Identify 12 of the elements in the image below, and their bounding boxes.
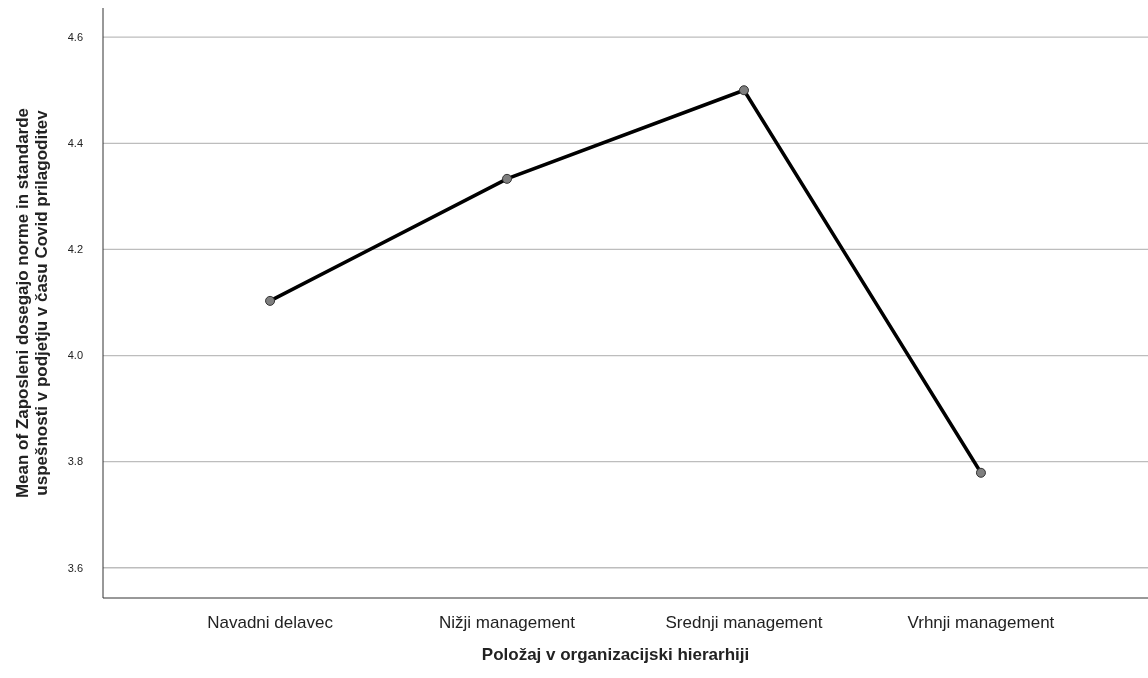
y-axis-title: Mean of Zaposleni dosegajo norme in standarde uspešnosti v podjetju v času Covid prilagoditev — [13, 107, 51, 499]
x-tick-label: Srednji management — [665, 613, 823, 632]
y-tick-label: 4.2 — [67, 243, 83, 256]
x-tick-label: Vrhnji management — [907, 613, 1055, 632]
y-tick-label: 3.6 — [67, 561, 83, 574]
x-tick-label: Nižji management — [438, 613, 576, 632]
y-tick-label: 4.6 — [67, 31, 83, 44]
x-axis-title: Položaj v organizacijski hierarhiji — [481, 645, 750, 664]
y-tick-label: 3.8 — [67, 455, 83, 468]
y-tick-label: 4.0 — [67, 349, 83, 362]
x-tick-label: Navadni delavec — [207, 613, 334, 632]
y-tick-label: 4.4 — [67, 137, 83, 150]
